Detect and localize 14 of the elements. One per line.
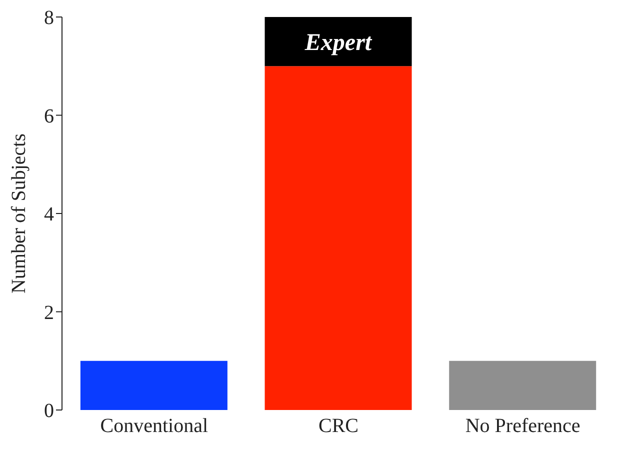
x-tick-label: CRC — [318, 415, 359, 438]
bar — [80, 360, 228, 410]
bar — [449, 360, 596, 410]
y-tick-label: 4 — [44, 204, 54, 226]
y-tick-label: 2 — [44, 302, 54, 324]
y-tick-label: 8 — [44, 7, 54, 30]
series-label: Expert — [304, 30, 373, 56]
y-axis-title: Number of Subjects — [8, 133, 30, 294]
bar — [264, 17, 412, 66]
x-tick-label: No Preference — [465, 415, 580, 438]
y-tick-label: 6 — [44, 105, 54, 128]
x-tick-label: Conventional — [100, 415, 208, 438]
bar — [264, 66, 412, 410]
y-tick-label: 0 — [44, 400, 54, 422]
